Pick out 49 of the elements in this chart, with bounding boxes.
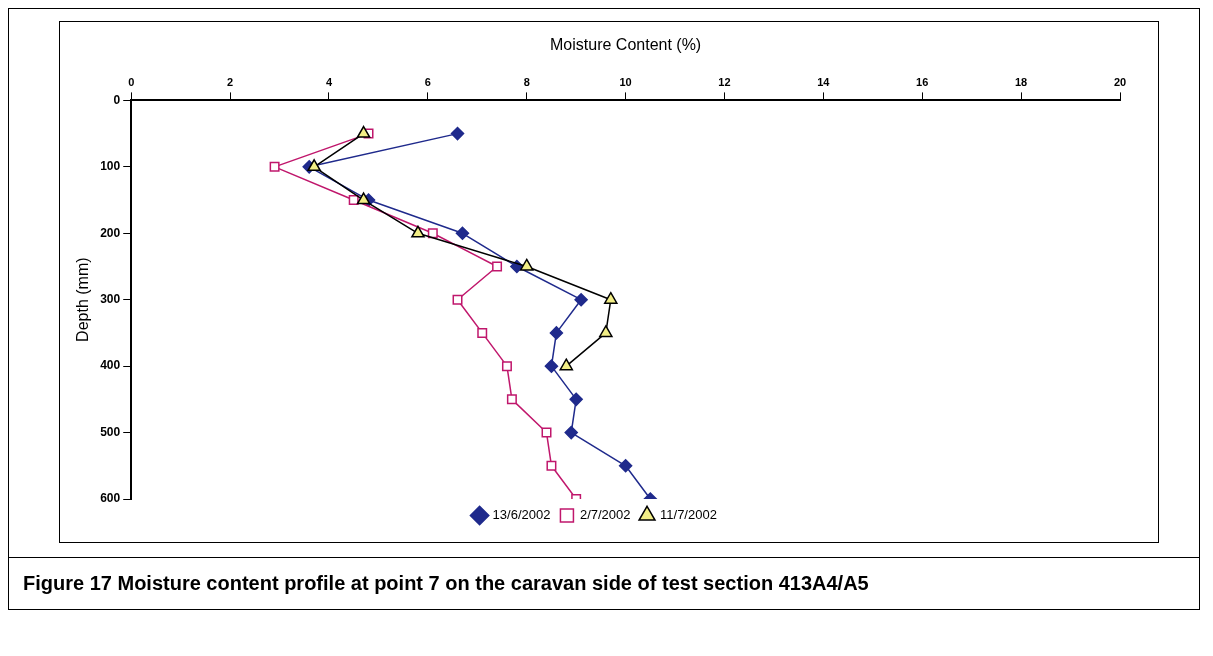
point [356,192,371,205]
y-tick-label: 400 [100,358,121,373]
point [269,161,280,172]
point [549,326,564,340]
y-axis-title: Depth (mm) [74,257,92,342]
x-tick-label: 18 [1015,75,1028,88]
point [455,226,470,241]
y-tick-label: 200 [100,225,121,240]
point [519,258,534,271]
point [501,361,512,372]
x-tick-label: 12 [718,75,731,88]
point [618,459,633,473]
legend-label: 2/7/2002 [579,507,631,523]
point [492,261,503,272]
legend-label: 13/6/2002 [492,507,551,523]
point [599,325,613,338]
y-tick-label: 100 [100,159,121,174]
x-tick-label: 0 [128,75,135,88]
x-tick-label: 4 [325,75,333,88]
x-tick-label: 16 [916,75,929,88]
point [574,292,588,307]
point [356,125,371,138]
point [546,460,557,471]
point [307,159,321,172]
y-tick-label: 300 [100,292,121,307]
point [506,394,517,405]
x-tick-label: 8 [523,75,530,88]
x-tick-label: 2 [227,75,234,88]
point [544,359,559,373]
point [348,195,359,206]
x-tick-label: 20 [1113,75,1127,88]
point [411,225,425,238]
point [450,126,465,141]
x-axis-title: Moisture Content (%) [550,36,702,54]
x-tick-label: 10 [619,75,632,88]
y-tick-label: 600 [100,491,121,506]
point [603,291,618,304]
caption: Figure 17 Moisture content profile at point 7 on the caravan side of test section 413A4/A5 [9,557,1199,609]
y-tick-label: 500 [100,424,121,439]
x-tick-label: 14 [817,75,831,88]
point [559,358,574,371]
point [477,327,488,338]
point [541,427,552,438]
x-tick-label: 6 [424,75,431,88]
y-tick-label: 0 [113,92,121,107]
point [569,392,583,407]
point [452,294,463,305]
legend-label: 11/7/2002 [660,507,717,523]
point [564,425,578,440]
